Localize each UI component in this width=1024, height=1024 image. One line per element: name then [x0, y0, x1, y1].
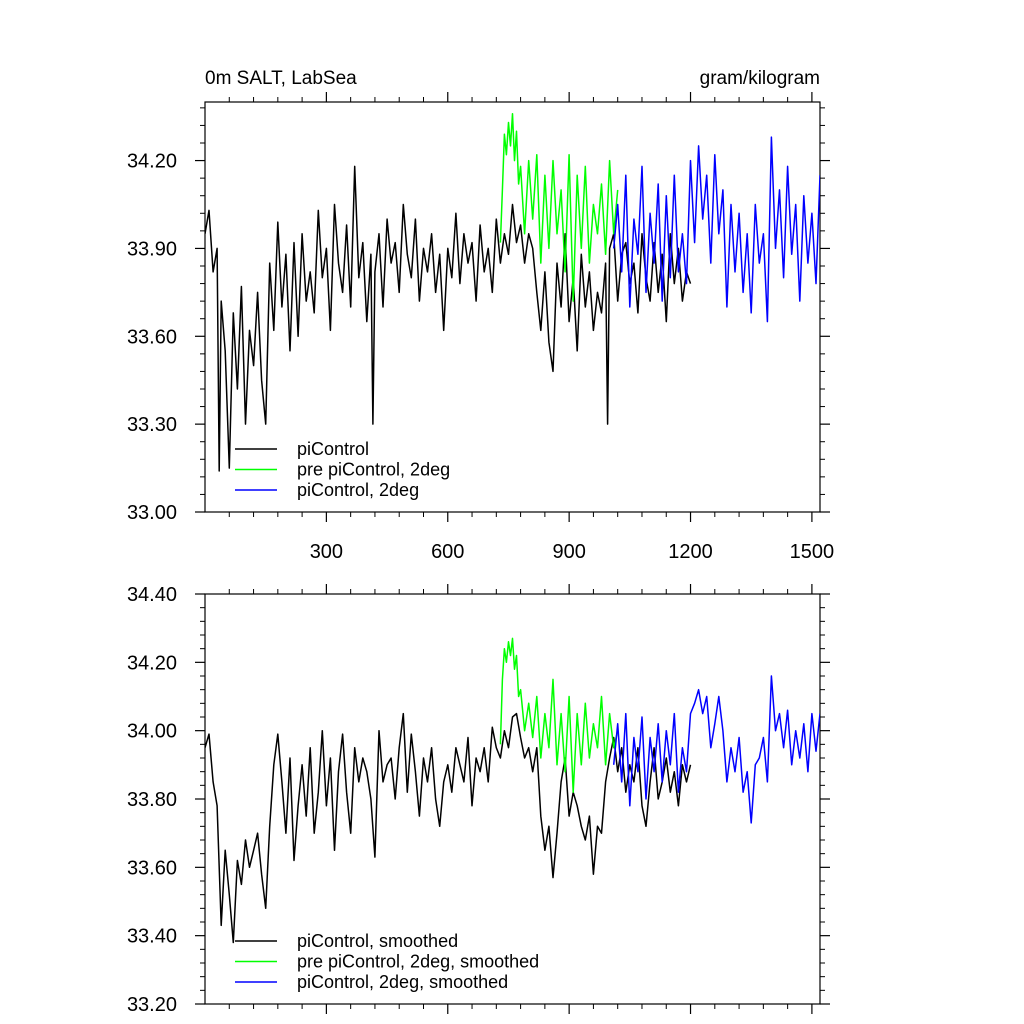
series-line-picontrol-2deg-smoothed	[612, 675, 820, 824]
y-tick-label: 33.60	[127, 326, 177, 348]
figure-title-units: gram/kilogram	[700, 68, 820, 89]
bottom-smoothed-salinity-panel: 33.20 33.40 33.60 33.80 34.00 34.20 34.40 piCon…	[127, 584, 830, 1016]
series-line-picontrol-smoothed	[205, 712, 692, 944]
plot-frame	[204, 101, 821, 513]
y-tick-label: 33.60	[127, 857, 177, 879]
y-tick-label: 33.80	[127, 789, 177, 811]
series-line-pre-picontrol-2deg	[499, 112, 619, 302]
y-tick-label: 34.40	[127, 584, 177, 606]
top-salinity-panel: 300 600 900 1200 1500 33.00 33.30 33.60 33.90 34.…	[127, 92, 834, 563]
series-line-pre-picontrol-2deg-smoothed	[499, 637, 619, 793]
legend-label: piControl, 2deg, smoothed	[297, 972, 508, 992]
y-tick-label: 33.00	[127, 502, 177, 524]
legend-label: piControl, 2deg	[297, 480, 419, 500]
figure-title-left: 0m SALT, LabSea	[205, 68, 357, 89]
y-tick-label: 33.20	[127, 994, 177, 1016]
legend-label: pre piControl, 2deg, smoothed	[297, 952, 539, 972]
y-tick-label: 33.90	[127, 238, 177, 260]
x-tick-label: 600	[431, 541, 464, 563]
series-line-picontrol	[205, 165, 692, 472]
x-tick-label: 300	[310, 541, 343, 563]
legend-label: pre piControl, 2deg	[297, 460, 450, 480]
y-tick-label: 34.20	[127, 151, 177, 173]
legend-label: piControl	[297, 439, 369, 459]
y-tick-label: 33.30	[127, 414, 177, 436]
y-tick-label: 34.20	[127, 652, 177, 674]
x-tick-label: 1200	[668, 541, 713, 563]
y-tick-label: 34.00	[127, 721, 177, 743]
x-tick-label: 1500	[790, 541, 835, 563]
x-tick-label: 900	[552, 541, 585, 563]
y-tick-label: 33.40	[127, 926, 177, 948]
legend-label: piControl, smoothed	[297, 931, 458, 951]
series-line-picontrol-2deg	[612, 136, 820, 323]
